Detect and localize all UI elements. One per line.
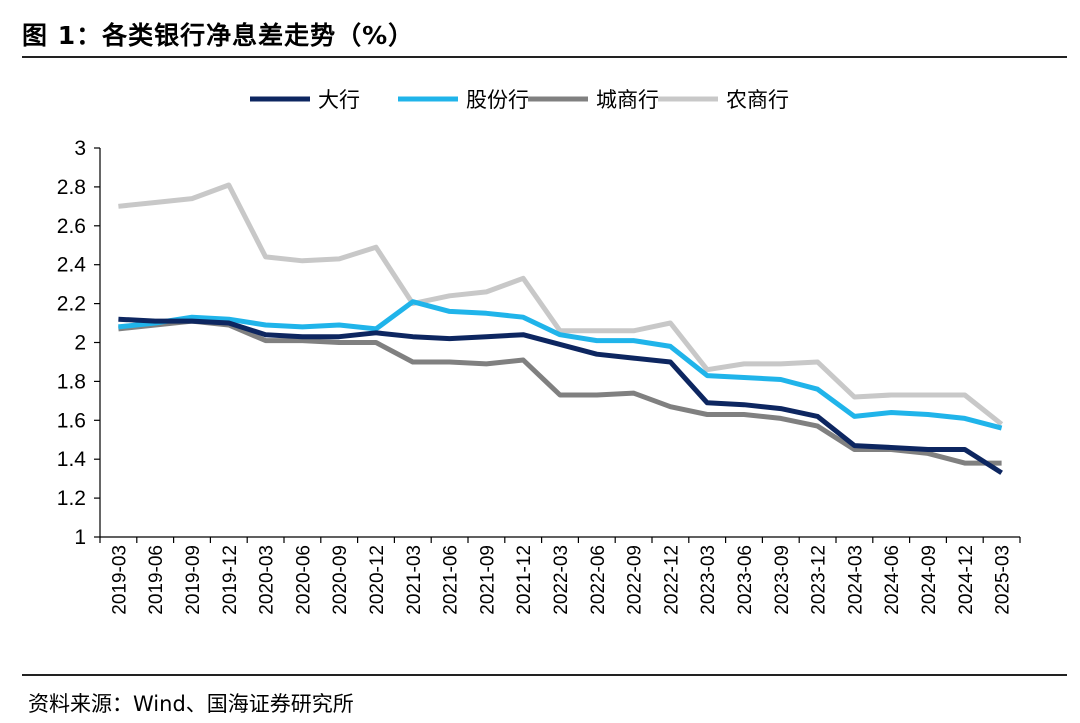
figure-title: 图 1：各类银行净息差走势（%） bbox=[22, 21, 415, 50]
y-tick-label: 1.4 bbox=[57, 448, 87, 471]
x-tick-label: 2023-06 bbox=[735, 545, 756, 615]
y-tick-label: 2.2 bbox=[57, 293, 86, 316]
x-tick-label: 2022-09 bbox=[625, 545, 646, 615]
y-tick-label: 2.8 bbox=[57, 176, 86, 199]
series-line-4 bbox=[118, 182, 1004, 427]
x-tick-label: 2021-12 bbox=[514, 545, 535, 615]
y-tick-label: 1.8 bbox=[57, 370, 86, 393]
x-tick-label: 2020-03 bbox=[257, 545, 278, 615]
x-tick-label: 2021-09 bbox=[477, 545, 498, 615]
x-tick-label: 2024-06 bbox=[882, 545, 903, 615]
x-tick-label: 2019-12 bbox=[220, 545, 241, 615]
legend-label: 城商行 bbox=[596, 88, 659, 112]
x-tick-label: 2024-09 bbox=[919, 545, 940, 615]
x-tick-label: 2022-06 bbox=[588, 545, 609, 615]
figure-footer: 资料来源：Wind、国海证券研究所 bbox=[22, 674, 1067, 716]
x-tick-label: 2024-03 bbox=[845, 545, 866, 615]
x-tick-label: 2021-03 bbox=[404, 545, 425, 615]
series-line-3 bbox=[118, 318, 1002, 466]
series-line-1 bbox=[118, 316, 1003, 475]
legend-label: 股份行 bbox=[466, 88, 529, 112]
x-tick-label: 2020-12 bbox=[367, 545, 388, 615]
y-axis-ticks: 1 1.2 1.4 1.6 1.8 2 2.2 2.4 2.6 2.8 3 bbox=[57, 137, 100, 549]
y-tick-label: 1.6 bbox=[57, 409, 86, 432]
x-tick-label: 2023-09 bbox=[772, 545, 793, 615]
x-tick-label: 2025-03 bbox=[993, 545, 1014, 615]
legend-label: 大行 bbox=[318, 88, 360, 112]
y-tick-label: 2.6 bbox=[57, 215, 86, 238]
x-tick-label: 2019-09 bbox=[183, 545, 204, 615]
legend: 大行 股份行 城商行 农商行 bbox=[250, 88, 789, 112]
x-tick-label: 2019-03 bbox=[109, 545, 130, 615]
y-tick-label: 2.4 bbox=[57, 254, 87, 277]
series-line-2 bbox=[118, 299, 1003, 431]
x-axis-ticks: 2019-03 2019-06 2019-09 2019-12 2020-03 2020-… bbox=[99, 537, 1021, 615]
source-note: 资料来源：Wind、国海证券研究所 bbox=[28, 692, 354, 716]
x-tick-label: 2020-09 bbox=[330, 545, 351, 615]
x-tick-label: 2020-06 bbox=[293, 545, 314, 615]
x-tick-label: 2021-06 bbox=[441, 545, 462, 615]
x-tick-label: 2022-03 bbox=[551, 545, 572, 615]
legend-label: 农商行 bbox=[726, 88, 789, 112]
y-tick-label: 3 bbox=[74, 137, 86, 160]
x-tick-label: 2023-12 bbox=[809, 545, 830, 615]
y-tick-label: 1.2 bbox=[57, 487, 86, 510]
x-tick-label: 2022-12 bbox=[661, 545, 682, 615]
figure-header: 图 1：各类银行净息差走势（%） bbox=[22, 12, 1067, 58]
y-tick-label: 1 bbox=[74, 526, 86, 549]
x-tick-label: 2024-12 bbox=[956, 545, 977, 615]
y-tick-label: 2 bbox=[74, 332, 86, 355]
x-tick-label: 2019-06 bbox=[146, 545, 167, 615]
series-lines bbox=[118, 182, 1004, 475]
x-tick-label: 2023-03 bbox=[698, 545, 719, 615]
